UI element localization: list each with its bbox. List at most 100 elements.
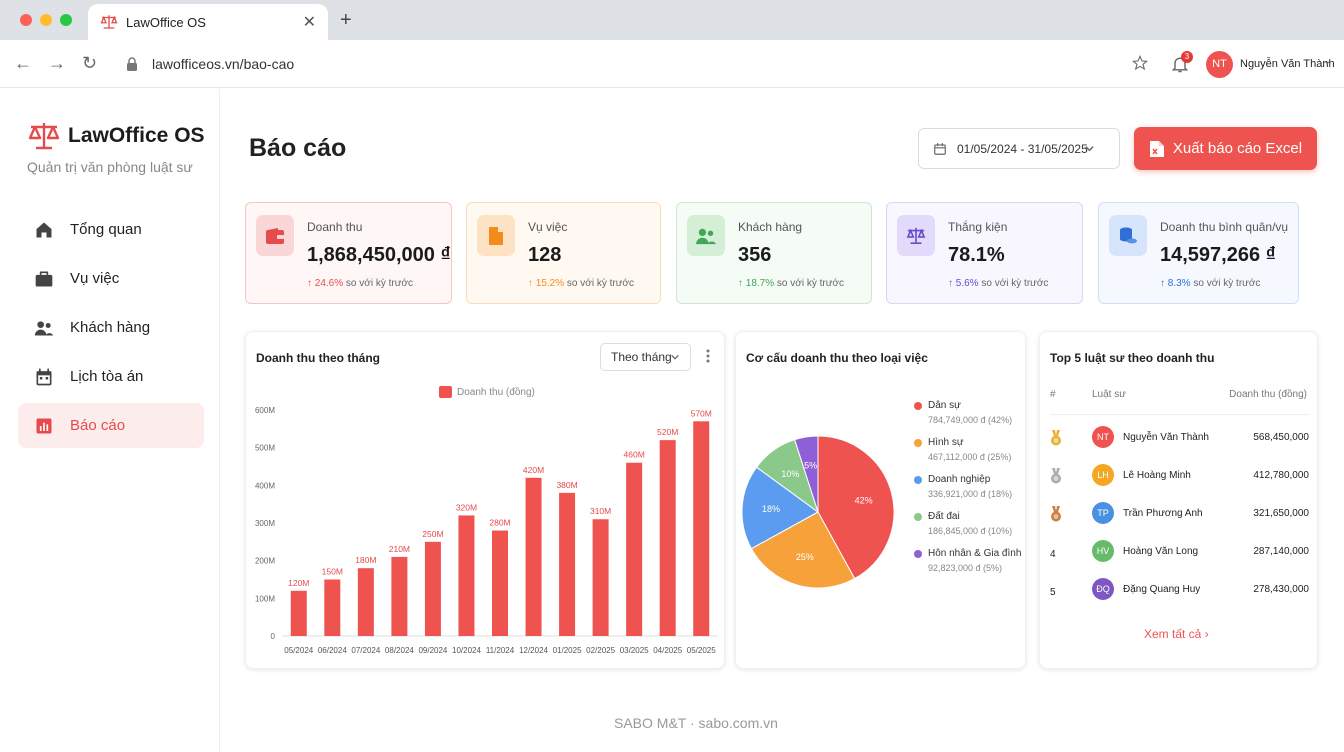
sidebar-item-clients[interactable]: Khách hàng	[18, 305, 204, 350]
table-row[interactable]: NT Nguyễn Văn Thành 568,450,000	[1040, 424, 1319, 462]
kpi-delta: ↑ 5.6% so với kỳ trước	[948, 278, 1048, 289]
y-tick-label: 400M	[255, 481, 275, 490]
x-tick-label: 11/2024	[486, 646, 515, 655]
scales-icon	[897, 215, 935, 256]
y-tick-label: 200M	[255, 557, 275, 566]
sidebar-item-overview[interactable]: Tổng quan	[18, 207, 204, 252]
bar	[693, 421, 710, 636]
back-icon[interactable]: ←	[14, 53, 32, 73]
chevron-down-icon	[671, 354, 679, 360]
table-row[interactable]: 5 ĐQ Đặng Quang Huy 278,430,000	[1040, 576, 1319, 614]
kpi-label: Vụ việc	[528, 220, 568, 234]
card-title: Doanh thu theo tháng	[256, 351, 380, 365]
export-label: Xuất báo cáo Excel	[1172, 140, 1303, 157]
bar-data-label: 310M	[590, 506, 611, 516]
new-tab-icon[interactable]: +	[340, 9, 352, 31]
browser-tab[interactable]: LawOffice OS ✕	[88, 4, 328, 40]
up-arrow-icon: ↑	[948, 278, 956, 289]
view-all-link[interactable]: Xem tất cả ›	[1144, 627, 1209, 641]
url-field[interactable]: lawofficeos.vn/bao-cao	[112, 46, 1162, 82]
notification-badge: 3	[1181, 51, 1193, 63]
bookmark-star-icon[interactable]	[1132, 55, 1148, 71]
kpi-value: 78.1%	[948, 244, 1005, 266]
lawyer-name: Lê Hoàng Minh	[1123, 470, 1191, 481]
bar-data-label: 570M	[691, 408, 712, 418]
window-maximize-button[interactable]	[60, 14, 72, 26]
date-range-picker[interactable]: 01/05/2024 - 31/05/2025	[918, 128, 1120, 169]
bar	[357, 568, 374, 636]
table-row[interactable]: TP Trần Phương Anh 321,650,000	[1040, 500, 1319, 538]
briefcase-icon	[35, 271, 53, 286]
bar	[492, 530, 508, 636]
bar-data-label: 380M	[556, 480, 577, 490]
kpi-delta-suffix: so với kỳ trước	[566, 278, 634, 289]
card-title: Top 5 luật sư theo doanh thu	[1050, 351, 1215, 365]
kpi-delta-value: 24.6%	[314, 278, 344, 289]
lawyer-revenue: 412,780,000	[1253, 470, 1309, 481]
sidebar-item-court-calendar[interactable]: Lịch tòa án	[18, 354, 204, 399]
pie-legend-row: Hình sự	[914, 437, 1024, 448]
pie-slice-label: 42%	[855, 495, 873, 505]
legend-label: Doanh nghiệp	[928, 474, 991, 485]
pie-slice	[741, 466, 819, 550]
user-avatar[interactable]: NT	[1206, 51, 1233, 78]
export-excel-button[interactable]: Xuất báo cáo Excel	[1134, 127, 1317, 170]
bar-data-label: 180M	[355, 555, 376, 565]
tab-close-icon[interactable]: ✕	[302, 14, 316, 31]
table-row[interactable]: LH Lê Hoàng Minh 412,780,000	[1040, 462, 1319, 500]
up-arrow-icon: ↑	[528, 278, 536, 289]
sidebar-item-cases[interactable]: Vụ việc	[18, 256, 204, 301]
home-icon	[36, 222, 52, 237]
chevron-down-icon[interactable]: ⌄	[1323, 56, 1332, 67]
kpi-value: 128	[528, 244, 562, 266]
up-arrow-icon: ↑	[1160, 278, 1168, 289]
pie-legend-item: Đất đai 186,845,000 đ (10%)	[914, 511, 1024, 536]
avatar: LH	[1092, 464, 1114, 486]
table-row[interactable]: 4 HV Hoàng Văn Long 287,140,000	[1040, 538, 1319, 576]
sidebar-item-label: Khách hàng	[70, 319, 151, 336]
period-select[interactable]: Theo tháng	[600, 343, 691, 371]
chevron-right-icon: ›	[1204, 627, 1209, 641]
medal-icon	[1051, 506, 1061, 522]
kpi-delta: ↑ 24.6% so với kỳ trước	[307, 278, 413, 289]
x-tick-label: 03/2025	[620, 646, 649, 655]
sidebar-item-label: Lịch tòa án	[70, 368, 144, 385]
x-tick-label: 07/2024	[351, 646, 380, 655]
x-tick-label: 01/2025	[553, 646, 582, 655]
window-minimize-button[interactable]	[40, 14, 52, 26]
kpi-delta-value: 15.2%	[535, 278, 565, 289]
kpi-delta: ↑ 8.3% so với kỳ trước	[1160, 278, 1260, 289]
more-vertical-icon[interactable]	[705, 348, 711, 364]
coins-icon	[1109, 215, 1147, 256]
kpi-delta-suffix: so với kỳ trước	[981, 278, 1049, 289]
legend-dot	[914, 475, 922, 484]
revenue-mix-card: Cơ cấu doanh thu theo loại việc 42% 25% 18…	[735, 331, 1026, 669]
x-tick-label: 08/2024	[385, 646, 414, 655]
pie-slice	[794, 435, 819, 513]
lawyer-name: Đặng Quang Huy	[1123, 584, 1201, 595]
up-arrow-icon: ↑	[307, 278, 315, 289]
card-title: Cơ cấu doanh thu theo loại việc	[746, 351, 928, 365]
user-name[interactable]: Nguyễn Văn Thành	[1240, 58, 1335, 70]
legend-value: 336,921,000 đ (18%)	[928, 489, 1013, 499]
reload-icon[interactable]: ↻	[82, 53, 98, 73]
sidebar-item-reports[interactable]: Báo cáo	[18, 403, 204, 448]
pie-legend-row: Đất đai	[914, 511, 1024, 522]
y-tick-label: 0	[271, 632, 276, 641]
page-title: Báo cáo	[249, 134, 347, 162]
bar-data-label: 320M	[456, 502, 477, 512]
kpi-label: Thắng kiện	[948, 220, 1008, 234]
legend-value: 186,845,000 đ (10%)	[928, 526, 1013, 536]
forward-icon[interactable]: →	[48, 53, 66, 73]
y-tick-label: 300M	[255, 519, 275, 528]
chart-legend: Doanh thu (đồng)	[439, 386, 535, 398]
window-close-button[interactable]	[20, 14, 32, 26]
pie-slice	[750, 511, 856, 589]
sidebar-item-label: Vụ việc	[70, 270, 120, 287]
pie-slice	[817, 435, 895, 580]
app-logo[interactable]: LawOffice OS	[27, 121, 205, 151]
logo-text: LawOffice OS	[68, 124, 205, 147]
top-lawyers-card: Top 5 luật sư theo doanh thu # Luật sư D…	[1039, 331, 1318, 669]
pie-legend-item: Hôn nhân & Gia đình 92,823,000 đ (5%)	[914, 548, 1024, 573]
app-tagline: Quản trị văn phòng luật sư	[27, 159, 193, 175]
